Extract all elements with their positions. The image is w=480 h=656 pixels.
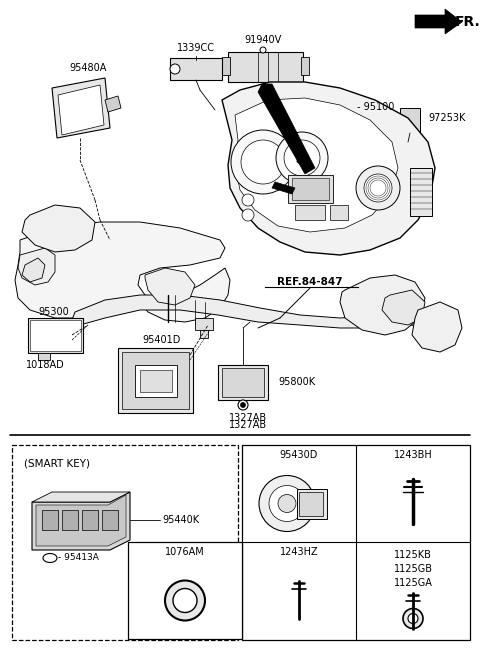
- Circle shape: [403, 609, 423, 628]
- Bar: [200, 330, 208, 338]
- Text: 95800K: 95800K: [278, 377, 315, 387]
- Text: 95480A: 95480A: [69, 63, 107, 73]
- Bar: [400, 108, 420, 133]
- Bar: [218, 365, 268, 400]
- Circle shape: [240, 403, 245, 407]
- Bar: [297, 489, 327, 518]
- Circle shape: [364, 174, 392, 202]
- Text: 95300: 95300: [38, 307, 69, 317]
- Bar: [170, 58, 222, 80]
- Polygon shape: [36, 495, 126, 546]
- Text: 1076AM: 1076AM: [165, 547, 205, 557]
- Circle shape: [408, 613, 418, 623]
- Bar: [222, 57, 230, 75]
- Polygon shape: [18, 248, 55, 285]
- Bar: [12, 445, 238, 640]
- Text: - 95413A: - 95413A: [58, 554, 99, 562]
- Circle shape: [231, 130, 295, 194]
- Bar: [301, 57, 309, 75]
- Text: 1243HZ: 1243HZ: [280, 547, 318, 557]
- Bar: [288, 175, 333, 203]
- Circle shape: [356, 166, 400, 210]
- Polygon shape: [52, 78, 110, 138]
- Circle shape: [170, 64, 180, 74]
- Circle shape: [242, 209, 254, 221]
- Polygon shape: [32, 492, 130, 550]
- Text: 1125KB
1125GB
1125GA: 1125KB 1125GB 1125GA: [394, 550, 432, 588]
- Polygon shape: [272, 182, 295, 194]
- Bar: [135, 365, 177, 397]
- Polygon shape: [415, 9, 462, 34]
- Polygon shape: [382, 290, 425, 325]
- Text: 1327AB: 1327AB: [229, 420, 267, 430]
- Text: 1018AD: 1018AD: [25, 360, 64, 370]
- Circle shape: [165, 581, 205, 621]
- Circle shape: [238, 400, 248, 410]
- Circle shape: [173, 588, 197, 613]
- Circle shape: [242, 194, 254, 206]
- Bar: [140, 370, 172, 392]
- Bar: [242, 445, 470, 640]
- Bar: [28, 318, 83, 353]
- Bar: [410, 168, 432, 216]
- Bar: [299, 491, 323, 516]
- Polygon shape: [222, 82, 435, 255]
- Polygon shape: [72, 295, 420, 328]
- Polygon shape: [32, 492, 130, 502]
- Bar: [195, 318, 213, 330]
- Polygon shape: [22, 205, 95, 252]
- Circle shape: [269, 485, 305, 522]
- Polygon shape: [258, 84, 315, 174]
- Bar: [102, 510, 118, 530]
- Text: 1327AB: 1327AB: [229, 413, 267, 423]
- Polygon shape: [340, 275, 425, 335]
- Text: 91940V: 91940V: [244, 35, 282, 45]
- Text: FR.: FR.: [455, 15, 480, 29]
- Bar: [330, 205, 348, 220]
- Text: - 95100: - 95100: [357, 102, 395, 112]
- Bar: [228, 52, 303, 82]
- Text: REF.84-847: REF.84-847: [277, 277, 343, 287]
- Bar: [62, 510, 78, 530]
- Circle shape: [241, 140, 285, 184]
- Text: 1339CC: 1339CC: [177, 43, 215, 53]
- Text: 97253K: 97253K: [428, 113, 466, 123]
- Bar: [42, 510, 58, 530]
- Polygon shape: [105, 96, 121, 112]
- Bar: [128, 542, 242, 639]
- Text: 95401D: 95401D: [143, 335, 181, 345]
- Circle shape: [260, 47, 266, 53]
- Polygon shape: [412, 302, 462, 352]
- Text: 95430D: 95430D: [280, 450, 318, 460]
- Polygon shape: [145, 268, 195, 305]
- Circle shape: [276, 132, 328, 184]
- Polygon shape: [235, 98, 398, 232]
- Circle shape: [284, 140, 320, 176]
- Text: 1243BH: 1243BH: [394, 450, 432, 460]
- Bar: [82, 510, 98, 530]
- Polygon shape: [58, 85, 104, 135]
- Bar: [222, 368, 264, 397]
- Polygon shape: [15, 222, 230, 322]
- Text: (SMART KEY): (SMART KEY): [24, 459, 90, 469]
- Circle shape: [259, 476, 315, 531]
- Circle shape: [278, 495, 296, 512]
- Bar: [122, 352, 189, 409]
- Bar: [118, 348, 193, 413]
- Bar: [30, 320, 81, 351]
- Polygon shape: [22, 258, 45, 282]
- Text: 95440K: 95440K: [162, 515, 199, 525]
- Bar: [292, 178, 329, 200]
- Bar: [38, 353, 50, 360]
- Bar: [295, 205, 325, 220]
